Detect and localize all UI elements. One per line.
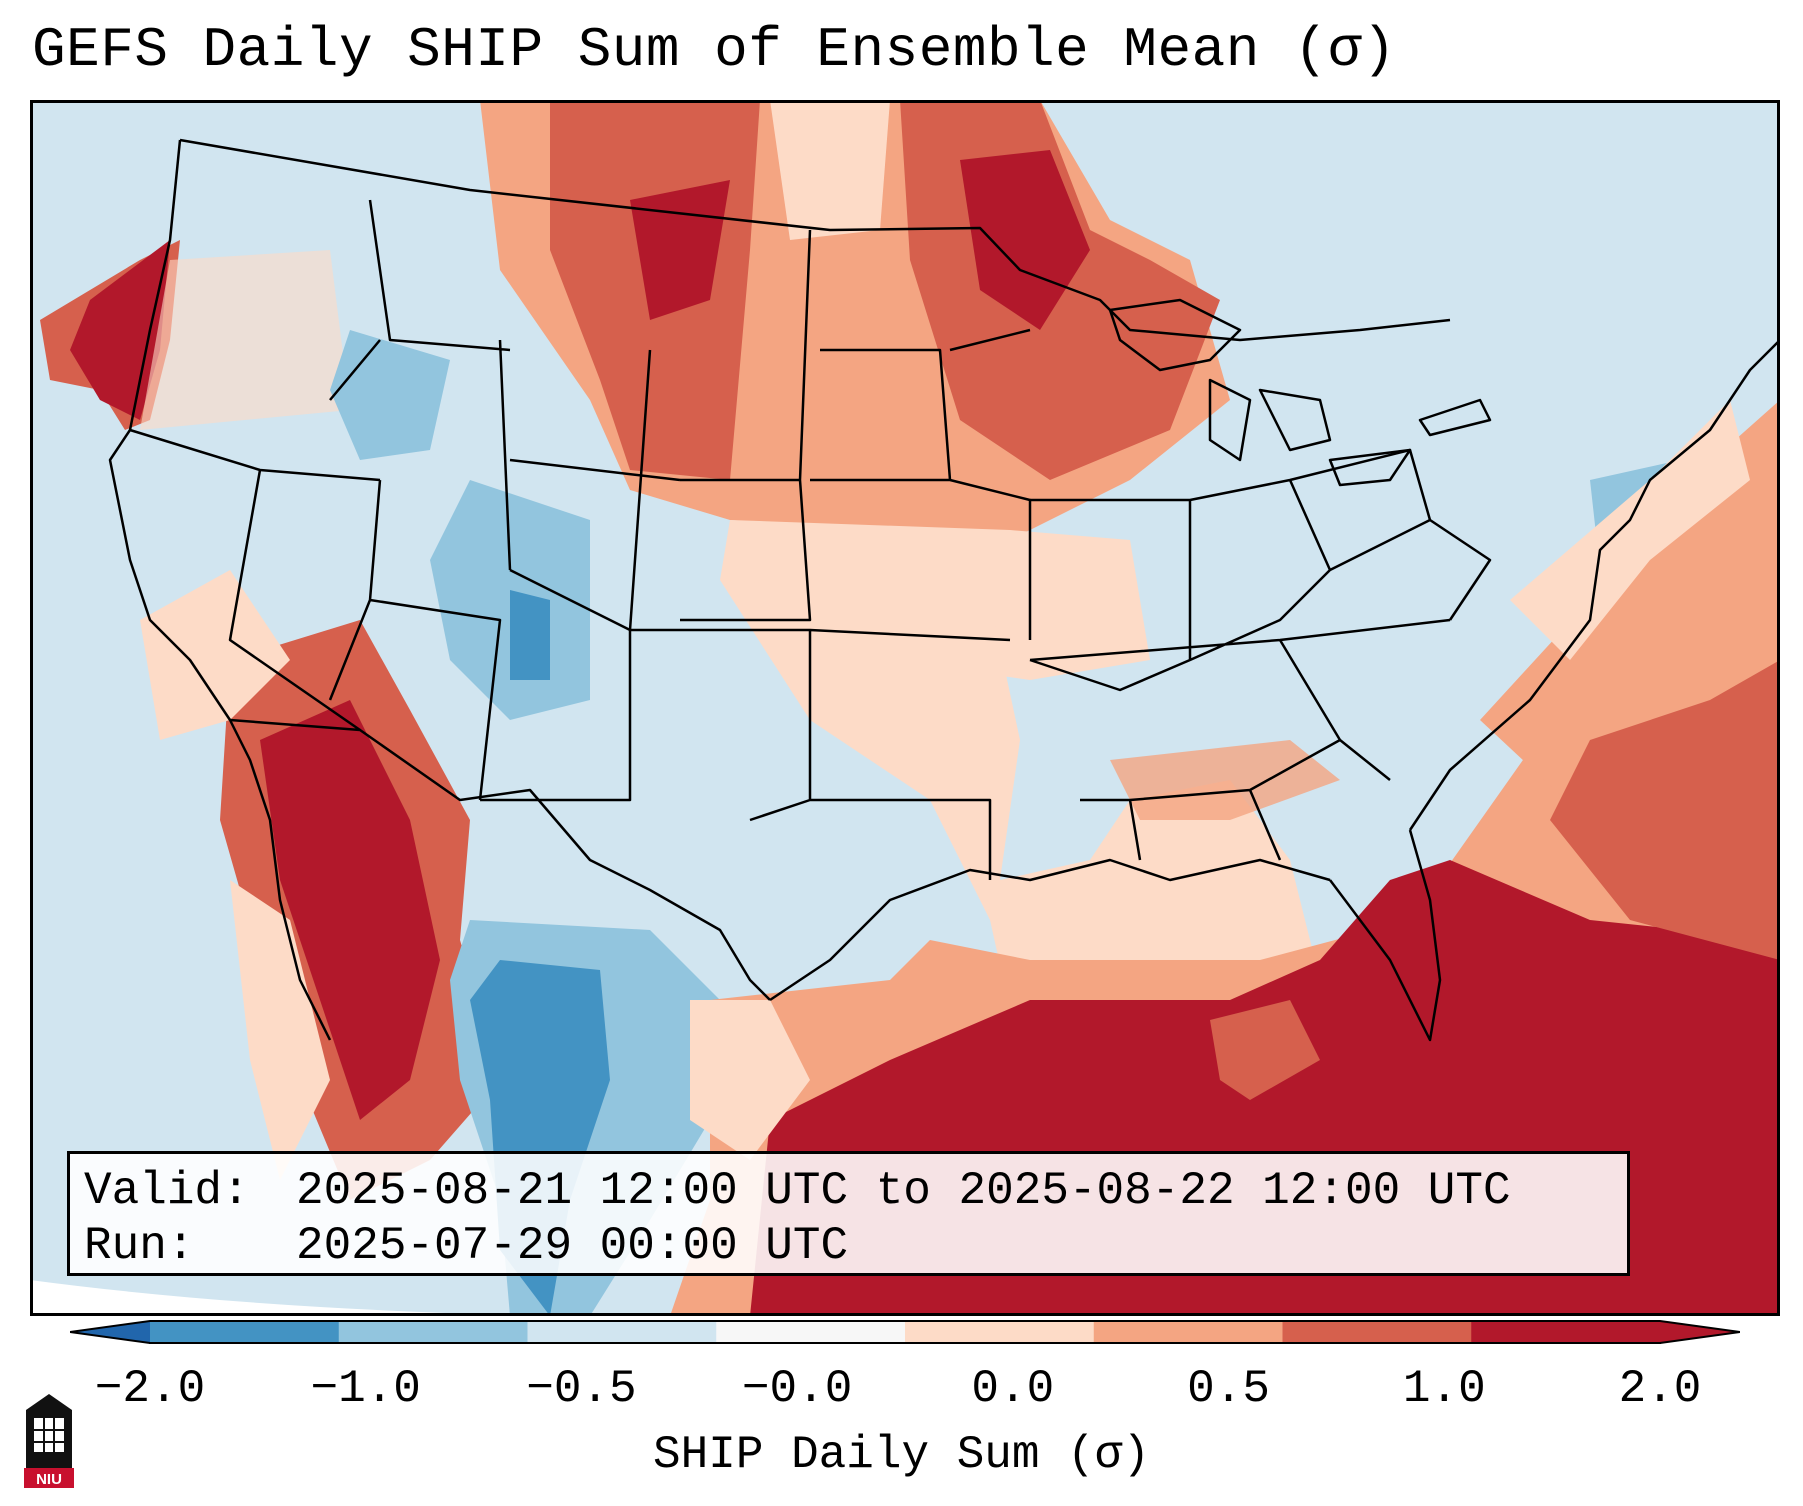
- anomaly-calif-light: [140, 570, 290, 740]
- colorbar-tick-label: −0.0: [741, 1363, 853, 1415]
- valid-run-info-box: Valid: 2025-08-21 12:00 UTC to 2025-08-2…: [67, 1151, 1630, 1276]
- us-canada-border: [179, 138, 1451, 342]
- colorbar: [70, 1320, 1740, 1344]
- map-frame: [30, 100, 1780, 1316]
- anomaly-atlantic-light: [1510, 400, 1750, 660]
- colorbar-tick-label: 0.5: [1187, 1363, 1270, 1415]
- colorbar-segment: [905, 1321, 1095, 1343]
- figure-title: GEFS Daily SHIP Sum of Ensemble Mean (σ): [32, 18, 1397, 82]
- ship-map: [30, 100, 1780, 1316]
- colorbar-segment: [1471, 1321, 1661, 1343]
- anomaly-plains-light: [720, 580, 1330, 1040]
- colorbar-segment: [527, 1321, 717, 1343]
- valid-value: 2025-08-21 12:00 UTC to 2025-08-22 12:00…: [296, 1165, 1511, 1217]
- run-row: Run: 2025-07-29 00:00 UTC: [84, 1219, 1627, 1274]
- anomaly-southeast-coast-core: [1550, 660, 1780, 960]
- florida-coastline: [1329, 829, 1442, 1042]
- great-lakes: [1108, 298, 1492, 487]
- colorbar-tick-label: −1.0: [310, 1363, 421, 1415]
- colorbar-label: SHIP Daily Sum (σ): [653, 1429, 1150, 1481]
- map-border: [30, 100, 1780, 1316]
- anomaly-ndakota-light: [770, 100, 890, 240]
- colorbar-tick-label: 1.0: [1402, 1363, 1486, 1415]
- anomaly-colorado-cold-core: [510, 590, 550, 680]
- anomaly-mexico-light: [230, 880, 330, 1180]
- boundaries: [108, 138, 1780, 1042]
- state-lines-east: [1029, 448, 1492, 861]
- niu-logo: NIU: [24, 1394, 74, 1488]
- run-label: Run:: [84, 1220, 195, 1272]
- anomaly-oregon-light: [140, 250, 350, 430]
- colorbar-tick-label: −0.5: [526, 1363, 637, 1415]
- anomaly-tennessee-moderate: [1110, 740, 1340, 820]
- colorbar-tick-label: 2.0: [1618, 1363, 1702, 1415]
- colorbar-outline: [70, 1320, 1740, 1344]
- anomaly-cape-light: [690, 1000, 810, 1160]
- atlantic-coastline: [1408, 339, 1780, 831]
- valid-row: Valid: 2025-08-21 12:00 UTC to 2025-08-2…: [84, 1164, 1627, 1219]
- colorbar-tick-label: −2.0: [94, 1363, 206, 1415]
- colorbar-tick-label: 0.0: [971, 1363, 1055, 1415]
- anomaly-pacnw-core: [70, 240, 170, 420]
- anomaly-regions: [40, 100, 1780, 1316]
- colorbar-segment: [716, 1321, 906, 1343]
- logo-window: [34, 1418, 64, 1452]
- anomaly-southwest-core: [260, 700, 440, 1120]
- logo-text: NIU: [36, 1471, 62, 1488]
- gulf-coastline: [769, 858, 1331, 1002]
- logo-band: [24, 1468, 74, 1488]
- colorbar-extend-high: [1660, 1321, 1740, 1343]
- pacific-coastline: [108, 139, 332, 1041]
- colorbar-extend-low: [70, 1321, 150, 1343]
- valid-label: Valid:: [84, 1165, 250, 1217]
- colorbar-segment: [150, 1321, 340, 1343]
- run-value: 2025-07-29 00:00 UTC: [296, 1220, 849, 1272]
- colorbar-segment: [1282, 1321, 1472, 1343]
- anomaly-gulf-patch: [1210, 1000, 1320, 1100]
- logo-window-bars: [34, 1418, 64, 1452]
- colorbar-segment: [338, 1321, 528, 1343]
- colorbar-segment: [1093, 1321, 1283, 1343]
- colorbar-segments: [150, 1321, 1661, 1343]
- us-mexico-border: [229, 718, 771, 1001]
